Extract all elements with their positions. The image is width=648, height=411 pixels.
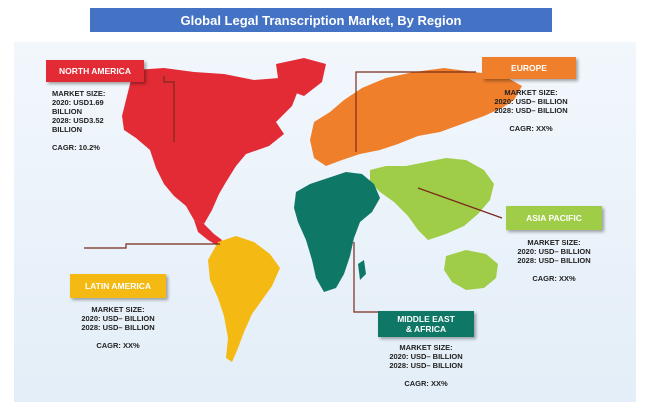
- apac-2028-value: 2028: USD– BILLION: [517, 256, 591, 265]
- latam-2020-value: 2020: USD– BILLION: [81, 314, 155, 323]
- europe-stats: MARKET SIZE: 2020: USD– BILLION 2028: US…: [480, 88, 582, 133]
- greenland-shape: [276, 58, 326, 96]
- chart-title: Global Legal Transcription Market, By Re…: [90, 8, 552, 32]
- europe-cagr: CAGR: XX%: [509, 124, 553, 133]
- mea-2028-value: 2028: USD– BILLION: [389, 361, 463, 370]
- central-america-shape: [194, 220, 222, 246]
- madagascar-shape: [358, 260, 366, 280]
- na-2020-value: 2020: USD1.69: [52, 98, 104, 107]
- apac-2020-value: 2020: USD– BILLION: [517, 247, 591, 256]
- europe-shape: [310, 68, 522, 166]
- world-map: [84, 58, 522, 362]
- asia-pacific-shape: [370, 158, 494, 240]
- europe-2028-value: 2028: USD– BILLION: [494, 106, 568, 115]
- europe-market-size-label: MARKET SIZE:: [504, 88, 558, 97]
- north-america-shape: [122, 68, 299, 224]
- mea-cagr: CAGR: XX%: [404, 379, 448, 388]
- latam-cagr: CAGR: XX%: [96, 341, 140, 350]
- latin-america-stats: MARKET SIZE: 2020: USD– BILLION 2028: US…: [66, 305, 170, 350]
- apac-cagr: CAGR: XX%: [532, 274, 576, 283]
- mea-market-size-label: MARKET SIZE:: [399, 343, 453, 352]
- australia-shape: [444, 250, 498, 290]
- latam-market-size-label: MARKET SIZE:: [91, 305, 145, 314]
- na-2028-value: 2028: USD3.52: [52, 116, 104, 125]
- mea-2020-value: 2020: USD– BILLION: [389, 352, 463, 361]
- mea-label-line1: MIDDLE EAST: [397, 314, 455, 324]
- latin-america-label: LATIN AMERICA: [70, 274, 166, 298]
- apac-market-size-label: MARKET SIZE:: [527, 238, 581, 247]
- mea-label-line2: & AFRICA: [405, 324, 447, 334]
- middle-east-africa-stats: MARKET SIZE: 2020: USD– BILLION 2028: US…: [374, 343, 478, 388]
- north-america-stats: MARKET SIZE: 2020: USD1.69 BILLION 2028:…: [52, 89, 152, 152]
- na-2020-unit: BILLION: [52, 107, 82, 116]
- europe-label: EUROPE: [482, 57, 576, 79]
- middle-east-africa-shape: [294, 172, 380, 292]
- na-2028-unit: BILLION: [52, 125, 82, 134]
- na-cagr: CAGR: 10.2%: [52, 143, 100, 152]
- map-panel: NORTH AMERICA MARKET SIZE: 2020: USD1.69…: [14, 42, 636, 402]
- na-market-size-label: MARKET SIZE:: [52, 89, 106, 98]
- asia-pacific-stats: MARKET SIZE: 2020: USD– BILLION 2028: US…: [502, 238, 606, 283]
- latin-america-shape: [208, 236, 280, 362]
- latam-2028-value: 2028: USD– BILLION: [81, 323, 155, 332]
- middle-east-africa-label: MIDDLE EAST & AFRICA: [378, 311, 474, 337]
- europe-2020-value: 2020: USD– BILLION: [494, 97, 568, 106]
- asia-pacific-label: ASIA PACIFIC: [506, 206, 602, 230]
- north-america-label: NORTH AMERICA: [46, 60, 144, 82]
